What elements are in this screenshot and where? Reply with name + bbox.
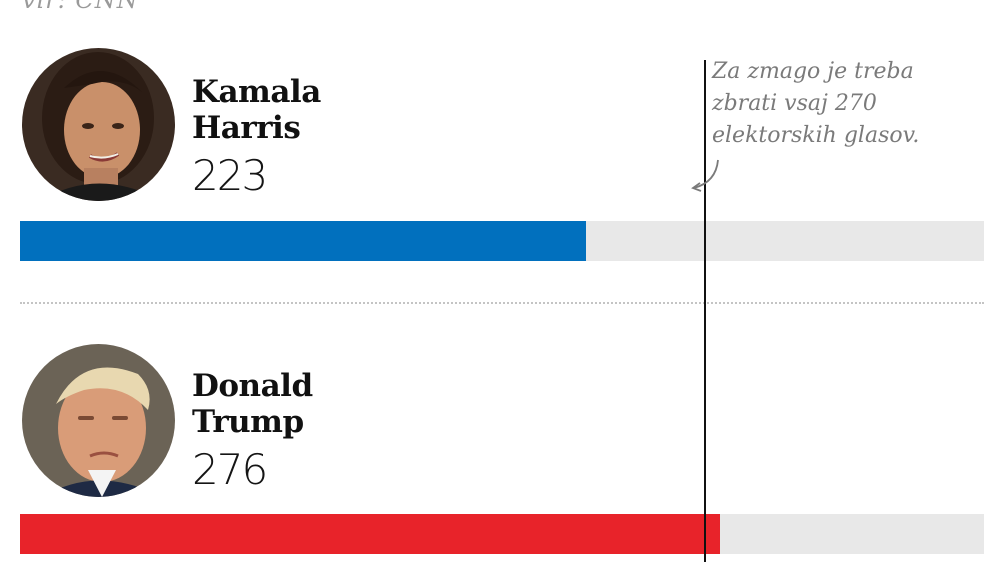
curved-arrow-icon [691, 159, 719, 192]
harris-avatar [22, 48, 175, 201]
threshold-note: Za zmago je treba zbrati vsaj 270 elekto… [712, 59, 920, 148]
harris-votes-label: 223 [192, 151, 268, 200]
trump-avatar [22, 344, 175, 497]
threshold-line [703, 60, 706, 562]
trump-name-line2: Trump [192, 404, 304, 440]
divider-line [20, 302, 984, 304]
trump-portrait-icon [22, 344, 175, 497]
harris-name-line1: Kamala [192, 74, 321, 110]
source-label: vir: CNN [22, 0, 139, 14]
trump-bar-track [20, 514, 984, 554]
trump-votes-label: 276 [192, 445, 268, 494]
harris-portrait-icon [22, 48, 175, 201]
harris-name-line2: Harris [192, 110, 301, 146]
harris-bar [20, 221, 586, 261]
trump-bar [20, 514, 721, 554]
harris-bar-track [20, 221, 984, 261]
trump-name-line1: Donald [192, 368, 313, 404]
